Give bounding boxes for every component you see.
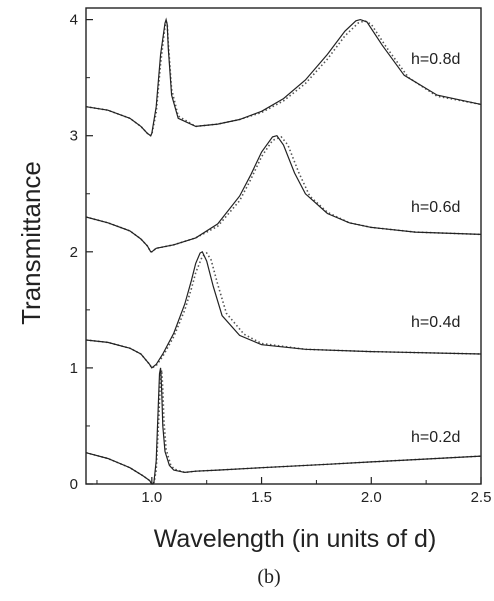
- series-1-dotted-line: [85, 370, 482, 485]
- y-tick-label: 3: [70, 128, 78, 145]
- series-4-dotted-line: [85, 19, 482, 137]
- y-axis-label: Transmittance: [16, 161, 46, 325]
- series-label: h=0.4d: [411, 314, 460, 331]
- y-tick-label: 0: [70, 476, 78, 493]
- plot-frame: [85, 7, 482, 485]
- series-1-solid-line: [85, 367, 482, 485]
- y-tick-label: 2: [70, 244, 78, 261]
- series-3-dotted-line: [85, 135, 482, 253]
- y-tick-label: 4: [70, 12, 78, 29]
- series-label: h=0.2d: [411, 429, 460, 446]
- x-tick-label: 1.5: [251, 489, 272, 506]
- x-tick-label: 2.5: [471, 489, 492, 506]
- x-tick-label: 1.0: [141, 489, 162, 506]
- x-tick-label: 2.0: [361, 489, 382, 506]
- x-axis-label: Wavelength (in units of d): [154, 525, 437, 553]
- y-tick-label: 1: [70, 360, 78, 377]
- series-2-solid-line: [85, 250, 482, 369]
- series-3-solid-line: [85, 135, 482, 253]
- series-4-solid-line: [85, 17, 482, 137]
- series-label: h=0.6d: [411, 199, 460, 216]
- series-label: h=0.8d: [411, 51, 460, 68]
- panel-label: (b): [257, 566, 280, 588]
- series-2-dotted-line: [85, 251, 482, 369]
